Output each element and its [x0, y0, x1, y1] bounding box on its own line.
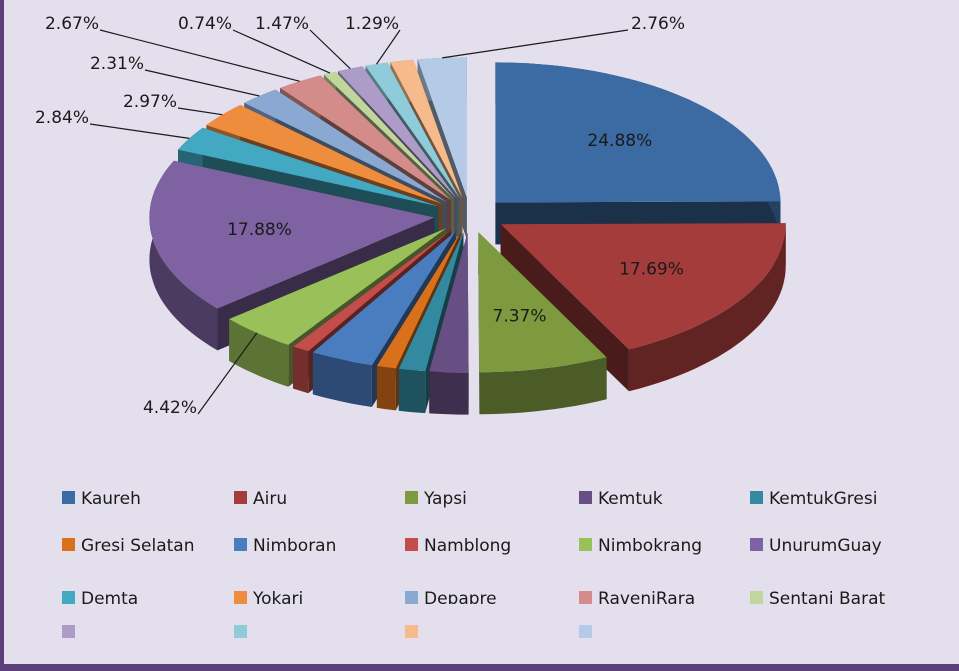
slice: [365, 62, 460, 199]
legend-swatch: [750, 491, 763, 504]
data-label: 24.88%: [587, 131, 652, 151]
slice: [323, 71, 455, 200]
leader-line: [99, 29, 300, 82]
legend-swatch: [62, 591, 75, 604]
legend-label: Airu: [253, 489, 287, 509]
slice: [398, 232, 464, 372]
slice: [338, 66, 457, 199]
legend-swatch: [405, 591, 418, 604]
legend-swatch: [405, 625, 418, 638]
legend-swatch: [234, 491, 247, 504]
legend-label: Demta: [81, 589, 138, 609]
legend-swatch: [750, 538, 763, 551]
legend-label: UnurumGuay: [769, 536, 882, 556]
slice-wall: [429, 371, 469, 415]
legend-swatch: [579, 538, 592, 551]
legend-label: Yapsi: [423, 489, 467, 509]
slice-wall: [229, 319, 289, 387]
leader-line: [232, 29, 331, 74]
slice: [178, 127, 439, 207]
slice: [206, 105, 443, 204]
slice: [149, 160, 435, 309]
slice-wall: [376, 365, 396, 411]
data-label: 4.42%: [143, 398, 197, 418]
legend-swatch: [62, 538, 75, 551]
data-label: 2.97%: [123, 92, 177, 112]
data-label: 2.67%: [45, 14, 99, 34]
leader-line: [197, 332, 258, 415]
slice-wall: [479, 357, 607, 415]
slice-wall: [398, 368, 426, 414]
legend-label: Yokari: [252, 589, 303, 609]
legend-label: RaveniRara: [598, 589, 695, 609]
legend-label: Gresi Selatan: [81, 536, 194, 556]
slice: [244, 89, 447, 202]
data-label: 2.31%: [90, 54, 144, 74]
slice: [417, 57, 467, 198]
legend-swatch: [405, 491, 418, 504]
legend: Kaureh Airu Yapsi Kemtuk KemtukGresi Gresi Se…: [81, 489, 885, 609]
legend-swatch: [750, 591, 763, 604]
leader-line: [442, 29, 629, 59]
legend-swatch: [579, 625, 592, 638]
legend-swatch: [234, 538, 247, 551]
data-label: 17.88%: [227, 220, 292, 240]
data-label: 2.76%: [631, 14, 685, 34]
legend-label: Depapre: [424, 589, 497, 609]
legend-label: Namblong: [424, 536, 511, 556]
slice-wall: [293, 346, 309, 394]
slice: [495, 62, 781, 203]
legend-label: Kaureh: [81, 489, 141, 509]
leader-line: [144, 69, 260, 97]
legend-swatch: [579, 491, 592, 504]
slice-wall: [312, 352, 372, 407]
slice: [229, 228, 447, 345]
legend-swatch: [62, 625, 75, 638]
data-label: 7.37%: [493, 307, 547, 327]
data-label: 1.47%: [255, 14, 309, 34]
slice: [390, 59, 463, 198]
slice: [500, 223, 786, 350]
legend-swatch: [234, 591, 247, 604]
slice-side: [478, 232, 480, 415]
legend-swatch: [405, 538, 418, 551]
legend-swatch: [579, 591, 592, 604]
legend-label: KemtukGresi: [769, 489, 877, 509]
legend-label: Sentani Barat: [769, 589, 885, 609]
leader-line: [376, 29, 401, 65]
leader-line: [89, 123, 190, 139]
frame-edge: [0, 0, 4, 671]
slice-wall: [628, 223, 786, 392]
legend-swatch: [234, 625, 247, 638]
data-label: 2.84%: [35, 108, 89, 128]
data-label: 1.29%: [345, 14, 399, 34]
legend-swatch: [62, 491, 75, 504]
data-label: 17.69%: [619, 259, 684, 279]
legend-label: Nimbokrang: [598, 536, 702, 556]
slice: [293, 230, 451, 352]
leader-line: [177, 107, 223, 116]
slice: [280, 75, 451, 200]
legend-label: Nimboran: [253, 536, 336, 556]
frame-edge: [0, 664, 959, 671]
slice: [429, 232, 469, 373]
data-label: 0.74%: [178, 14, 232, 34]
leader-line: [309, 29, 351, 70]
slice: [376, 232, 461, 369]
slice: [478, 232, 607, 373]
legend-label: Kemtuk: [598, 489, 663, 509]
slice: [312, 231, 456, 365]
